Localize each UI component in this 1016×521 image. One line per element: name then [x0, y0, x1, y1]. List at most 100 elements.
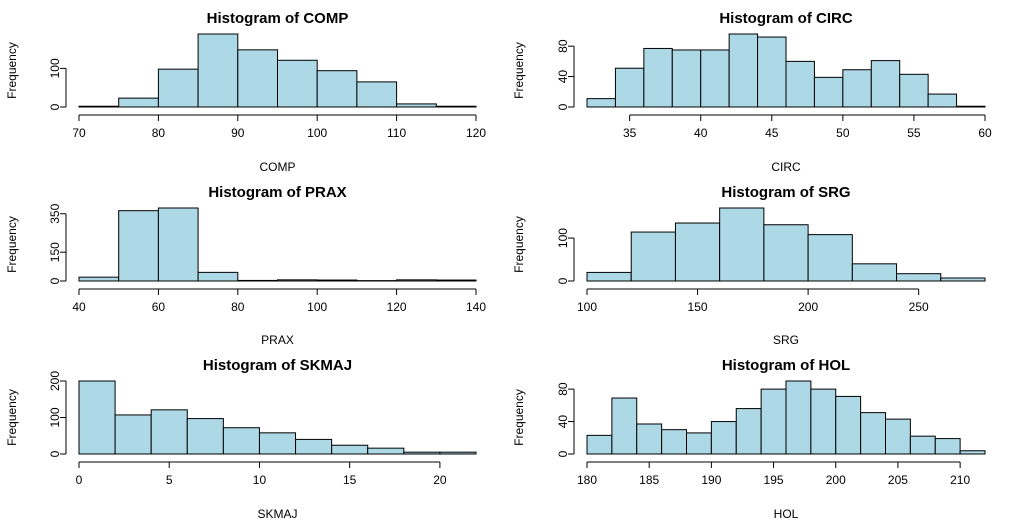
- y-tick-label: 350: [48, 203, 62, 223]
- x-tick-label: 180: [577, 473, 597, 487]
- histogram-bar: [810, 388, 837, 455]
- histogram-bar: [860, 412, 886, 455]
- histogram-bar: [316, 70, 358, 108]
- histogram-bar: [757, 36, 787, 108]
- histogram-bar: [157, 207, 199, 282]
- x-tick-label: 185: [639, 473, 659, 487]
- histogram-bar: [760, 388, 787, 455]
- histogram-bar: [586, 271, 632, 282]
- histogram-bar: [277, 59, 318, 108]
- y-tick-label: 0: [48, 277, 62, 284]
- x-tick-label: 35: [623, 126, 637, 140]
- histogram-bar: [367, 447, 405, 455]
- histogram-bar: [197, 271, 239, 282]
- histogram-bar: [671, 49, 702, 108]
- x-tick-label: 80: [152, 126, 166, 140]
- histogram-bar: [439, 451, 477, 455]
- chart-title: Histogram of SKMAJ: [203, 357, 352, 374]
- x-axis-label: CIRC: [771, 160, 801, 174]
- y-axis-label: Frequency: [512, 389, 526, 446]
- x-tick-label: 100: [307, 300, 327, 314]
- y-tick-label: 100: [48, 407, 62, 427]
- histogram-bar: [674, 222, 721, 282]
- y-axis-label: Frequency: [5, 216, 19, 273]
- histogram-bar: [295, 438, 333, 455]
- histogram-bar: [661, 429, 687, 455]
- x-tick-label: 70: [72, 126, 86, 140]
- histogram-bar: [258, 432, 297, 455]
- y-axis-label: Frequency: [512, 42, 526, 99]
- histogram-bar: [157, 68, 199, 108]
- x-tick-label: 200: [826, 473, 846, 487]
- histogram-bar: [118, 97, 159, 108]
- histogram-bar: [700, 49, 730, 108]
- histogram-bar: [959, 450, 986, 455]
- x-tick-label: 40: [694, 126, 708, 140]
- histogram-bar: [643, 47, 673, 108]
- x-tick-label: 90: [231, 126, 245, 140]
- histogram-bar: [807, 234, 853, 282]
- histogram-bar: [835, 395, 862, 455]
- x-tick-label: 205: [888, 473, 908, 487]
- y-tick-label: 150: [48, 242, 62, 262]
- x-tick-label: 100: [577, 300, 597, 314]
- histogram-bar: [785, 380, 812, 455]
- x-tick-label: 15: [343, 473, 357, 487]
- histogram-panel-hol: 180 185 190 195 200 205 210 0 40 80 Histogram of H…: [512, 357, 986, 521]
- x-axis-label: PRAX: [261, 333, 294, 347]
- x-tick-label: 195: [764, 473, 784, 487]
- x-tick-label: 250: [909, 300, 929, 314]
- histogram-bar: [710, 421, 737, 455]
- histogram-bar: [237, 49, 279, 108]
- y-tick-label: 100: [556, 228, 570, 248]
- x-tick-label: 50: [836, 126, 850, 140]
- histogram-bar: [686, 432, 712, 455]
- y-axis-label: Frequency: [5, 389, 19, 446]
- x-tick-label: 0: [76, 473, 83, 487]
- histogram-bar: [114, 414, 152, 455]
- histogram-bar: [186, 418, 224, 455]
- x-tick-label: 60: [978, 126, 992, 140]
- x-tick-label: 200: [798, 300, 818, 314]
- chart-title: Histogram of COMP: [207, 10, 349, 27]
- histogram-bar: [896, 273, 942, 282]
- x-tick-label: 80: [231, 300, 245, 314]
- histogram-bar: [277, 279, 318, 282]
- y-tick-label: 0: [556, 277, 570, 284]
- x-tick-label: 150: [688, 300, 708, 314]
- histogram-bar: [356, 81, 398, 108]
- histogram-bar: [78, 105, 120, 108]
- histogram-bar: [899, 73, 929, 108]
- y-tick-label: 40: [556, 415, 570, 429]
- histogram-bar: [118, 210, 159, 282]
- x-tick-label: 140: [466, 300, 486, 314]
- histogram-bar: [870, 60, 901, 108]
- histogram-bar: [636, 423, 663, 455]
- histogram-bar: [222, 427, 260, 455]
- histogram-bar: [785, 60, 815, 108]
- y-tick-label: 40: [556, 70, 570, 84]
- x-tick-label: 45: [765, 126, 779, 140]
- x-tick-label: 100: [307, 126, 327, 140]
- y-tick-label: 80: [556, 39, 570, 53]
- histogram-bar: [435, 279, 477, 282]
- histogram-bar: [851, 263, 898, 282]
- histogram-bar: [197, 33, 239, 108]
- y-tick-label: 0: [556, 103, 570, 110]
- histogram-bar: [842, 69, 872, 108]
- chart-title: Histogram of HOL: [722, 357, 850, 374]
- y-tick-label: 200: [48, 371, 62, 391]
- y-tick-label: 0: [48, 450, 62, 457]
- x-tick-label: 120: [466, 126, 486, 140]
- histogram-bar: [586, 434, 613, 455]
- histogram-bar: [763, 224, 809, 282]
- histogram-bar: [331, 444, 369, 455]
- chart-title: Histogram of CIRC: [719, 10, 853, 27]
- x-axis-label: SKMAJ: [257, 507, 297, 521]
- x-tick-label: 10: [253, 473, 267, 487]
- histogram-bar: [78, 380, 116, 455]
- histogram-bar: [956, 105, 986, 108]
- histogram-panel-prax: 40 60 80 100 120 140 0 150 350 Histogram of PRAX P…: [5, 184, 486, 347]
- x-tick-label: 210: [950, 473, 970, 487]
